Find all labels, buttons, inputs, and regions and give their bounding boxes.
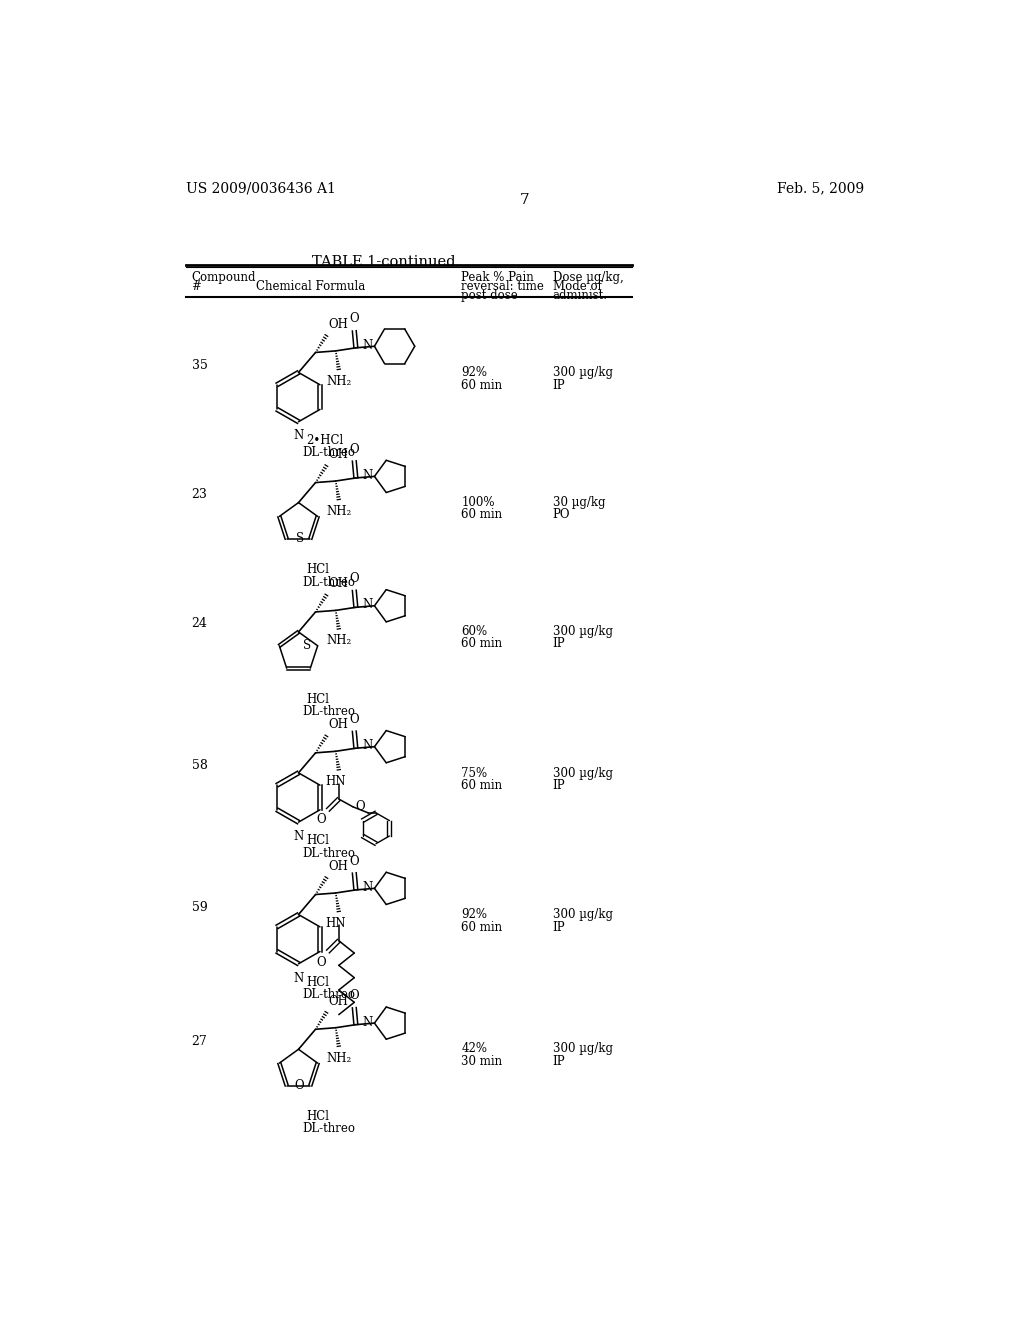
Text: IP: IP xyxy=(553,779,565,792)
Text: NH₂: NH₂ xyxy=(327,506,351,517)
Text: S: S xyxy=(303,639,311,652)
Text: HCl: HCl xyxy=(306,693,330,706)
Text: DL-threo: DL-threo xyxy=(302,705,355,718)
Text: DL-threo: DL-threo xyxy=(302,1122,355,1135)
Text: 30 min: 30 min xyxy=(461,1055,503,1068)
Text: 60 min: 60 min xyxy=(461,921,503,933)
Text: TABLE 1-continued: TABLE 1-continued xyxy=(312,255,456,269)
Text: Chemical Formula: Chemical Formula xyxy=(256,280,366,293)
Text: O: O xyxy=(349,572,359,585)
Text: DL-threo: DL-threo xyxy=(302,847,355,859)
Text: N: N xyxy=(293,972,304,985)
Text: DL-threo: DL-threo xyxy=(302,989,355,1002)
Text: 300 µg/kg: 300 µg/kg xyxy=(553,767,612,780)
Text: 35: 35 xyxy=(191,359,208,372)
Text: O: O xyxy=(349,442,359,455)
Text: NH₂: NH₂ xyxy=(327,635,351,647)
Text: HCl: HCl xyxy=(306,564,330,577)
Text: N: N xyxy=(293,830,304,843)
Text: Compound: Compound xyxy=(191,271,256,284)
Text: Mode of: Mode of xyxy=(553,280,601,293)
Text: 42%: 42% xyxy=(461,1043,487,1056)
Text: 75%: 75% xyxy=(461,767,487,780)
Text: HN: HN xyxy=(326,917,346,929)
Text: IP: IP xyxy=(553,1055,565,1068)
Text: O: O xyxy=(295,1078,304,1092)
Text: O: O xyxy=(349,989,359,1002)
Text: 60%: 60% xyxy=(461,626,487,638)
Text: US 2009/0036436 A1: US 2009/0036436 A1 xyxy=(186,182,336,195)
Text: 27: 27 xyxy=(191,1035,207,1048)
Text: DL-threo: DL-threo xyxy=(302,446,355,459)
Text: Feb. 5, 2009: Feb. 5, 2009 xyxy=(777,182,864,195)
Text: O: O xyxy=(349,713,359,726)
Text: 300 µg/kg: 300 µg/kg xyxy=(553,367,612,379)
Text: 60 min: 60 min xyxy=(461,779,503,792)
Text: 92%: 92% xyxy=(461,908,487,921)
Text: 100%: 100% xyxy=(461,496,495,508)
Text: reversal: time: reversal: time xyxy=(461,280,544,293)
Text: N: N xyxy=(362,339,373,352)
Text: IP: IP xyxy=(553,379,565,392)
Text: 7: 7 xyxy=(520,193,529,207)
Text: O: O xyxy=(316,956,327,969)
Text: HCl: HCl xyxy=(306,834,330,847)
Text: OH: OH xyxy=(328,995,348,1007)
Text: NH₂: NH₂ xyxy=(327,1052,351,1065)
Text: 60 min: 60 min xyxy=(461,379,503,392)
Text: O: O xyxy=(355,800,365,813)
Text: 2•HCl: 2•HCl xyxy=(306,434,343,447)
Text: IP: IP xyxy=(553,921,565,933)
Text: N: N xyxy=(362,469,373,482)
Text: Dose µg/kg,: Dose µg/kg, xyxy=(553,271,624,284)
Text: 23: 23 xyxy=(191,488,208,502)
Text: DL-threo: DL-threo xyxy=(302,576,355,589)
Text: OH: OH xyxy=(328,318,348,331)
Text: post dose: post dose xyxy=(461,289,518,302)
Text: N: N xyxy=(362,880,373,894)
Text: HCl: HCl xyxy=(306,1110,330,1123)
Text: administ.: administ. xyxy=(553,289,607,302)
Text: OH: OH xyxy=(328,859,348,873)
Text: 58: 58 xyxy=(191,759,208,772)
Text: 60 min: 60 min xyxy=(461,638,503,651)
Text: O: O xyxy=(349,854,359,867)
Text: #: # xyxy=(191,280,202,293)
Text: O: O xyxy=(349,313,359,326)
Text: HCl: HCl xyxy=(306,977,330,989)
Text: 300 µg/kg: 300 µg/kg xyxy=(553,1043,612,1056)
Text: OH: OH xyxy=(328,718,348,731)
Text: 92%: 92% xyxy=(461,367,487,379)
Text: O: O xyxy=(316,813,326,826)
Text: OH: OH xyxy=(328,447,348,461)
Text: HN: HN xyxy=(326,775,346,788)
Text: NH₂: NH₂ xyxy=(327,375,351,388)
Text: 60 min: 60 min xyxy=(461,508,503,521)
Text: 30 µg/kg: 30 µg/kg xyxy=(553,496,605,508)
Text: N: N xyxy=(293,429,304,442)
Text: N: N xyxy=(362,598,373,611)
Text: N: N xyxy=(362,1016,373,1028)
Text: PO: PO xyxy=(553,508,570,521)
Text: 24: 24 xyxy=(191,618,208,631)
Text: IP: IP xyxy=(553,638,565,651)
Text: 300 µg/kg: 300 µg/kg xyxy=(553,626,612,638)
Text: S: S xyxy=(296,532,304,545)
Text: Peak % Pain: Peak % Pain xyxy=(461,271,534,284)
Text: N: N xyxy=(362,739,373,752)
Text: 300 µg/kg: 300 µg/kg xyxy=(553,908,612,921)
Text: OH: OH xyxy=(328,577,348,590)
Text: 59: 59 xyxy=(191,900,207,913)
